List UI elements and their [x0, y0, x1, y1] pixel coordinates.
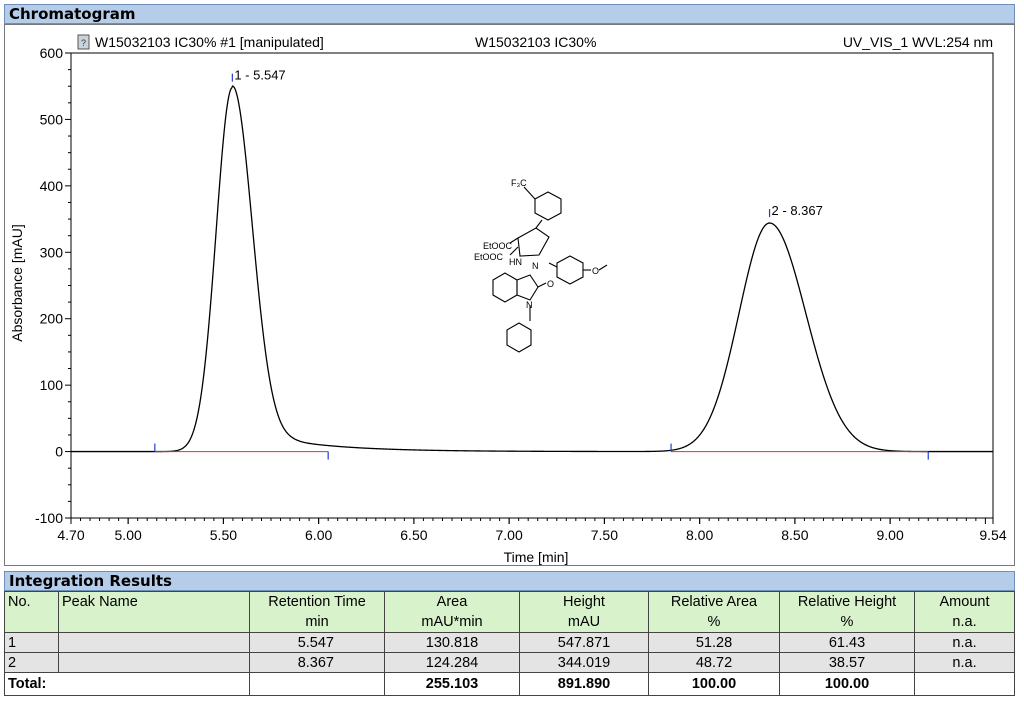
- svg-text:F₃C: F₃C: [511, 178, 527, 188]
- x-tick-label: 9.54: [979, 527, 1006, 543]
- cell-amount: n.a.: [914, 652, 1015, 673]
- y-tick-label: 0: [55, 444, 63, 460]
- x-tick-label: 9.00: [877, 527, 904, 543]
- table-row: 2 8.367 124.284 344.019 48.72 38.57 n.a.: [4, 652, 1015, 673]
- cell-relative-height: 38.57: [779, 652, 915, 673]
- cell-no: 1: [4, 632, 59, 653]
- col-header-retention-time: Retention Time min: [249, 591, 385, 633]
- total-label: Total:: [4, 672, 250, 696]
- svg-text:N: N: [532, 261, 539, 271]
- y-tick-label: 200: [40, 311, 64, 327]
- col-header-relative-height: Relative Height%: [779, 591, 915, 633]
- col-header-no: No.: [4, 591, 59, 633]
- svg-text:EtOOC: EtOOC: [474, 252, 504, 262]
- svg-text:O: O: [592, 266, 599, 276]
- cell-relative-area: 51.28: [648, 632, 780, 653]
- x-tick-label: 8.50: [781, 527, 808, 543]
- cell-retention-time: 8.367: [249, 652, 385, 673]
- total-relative-height: 100.00: [779, 672, 915, 696]
- svg-text:HN: HN: [509, 257, 522, 267]
- col-header-height: Height mAU: [519, 591, 649, 633]
- cell-height: 547.871: [519, 632, 649, 653]
- cell-area: 130.818: [384, 632, 520, 653]
- cell-retention-time: 5.547: [249, 632, 385, 653]
- col-header-amount: Amount n.a.: [914, 591, 1015, 633]
- cell-amount: n.a.: [914, 632, 1015, 653]
- cell-relative-area: 48.72: [648, 652, 780, 673]
- x-tick-label: 8.00: [686, 527, 713, 543]
- peak-label: 2 - 8.367: [772, 203, 823, 218]
- cell-height: 344.019: [519, 652, 649, 673]
- table-row: 1 5.547 130.818 547.871 51.28 61.43 n.a.: [4, 632, 1015, 653]
- cell-area: 124.284: [384, 652, 520, 673]
- col-header-area: Area mAU*min: [384, 591, 520, 633]
- x-tick-label: 6.00: [305, 527, 332, 543]
- detector-label: UV_VIS_1 WVL:254 nm: [843, 34, 993, 50]
- y-tick-label: 300: [40, 244, 64, 260]
- table-header-row: No. Peak Name Retention Time min Area mAU*…: [4, 591, 1015, 633]
- x-tick-label: 7.50: [591, 527, 618, 543]
- y-tick-label: 100: [40, 377, 64, 393]
- total-amount: [914, 672, 1015, 696]
- svg-text:EtOOC: EtOOC: [483, 241, 513, 251]
- center-label: W15032103 IC30%: [475, 34, 596, 50]
- cell-relative-height: 61.43: [779, 632, 915, 653]
- y-tick-label: 500: [40, 111, 64, 127]
- signal-trace: [71, 85, 993, 453]
- total-relative-area: 100.00: [648, 672, 780, 696]
- table-total-row: Total: 255.103 891.890 100.00 100.00: [4, 672, 1015, 696]
- sample-icon: ?: [77, 34, 90, 50]
- y-tick-label: 600: [40, 45, 64, 61]
- peak-label: 1 - 5.547: [234, 68, 285, 83]
- integration-results-table: No. Peak Name Retention Time min Area mAU*…: [4, 591, 1015, 696]
- x-axis-label: Time [min]: [504, 549, 569, 565]
- sample-label: W15032103 IC30% #1 [manipulated]: [95, 34, 324, 50]
- svg-text:?: ?: [81, 38, 86, 48]
- chemical-structure: [492, 186, 608, 353]
- chromatogram-section-header: Chromatogram: [4, 4, 1015, 24]
- chromatogram-chart: -100 0 100 200 300 400 500 600 4.70 5.00 5.50 6.00 6…: [9, 34, 1007, 565]
- total-area: 255.103: [384, 672, 520, 696]
- cell-peak-name: [58, 632, 250, 653]
- y-tick-label: 400: [40, 178, 64, 194]
- structure-labels: F₃C EtOOC EtOOC HN N N O O: [474, 178, 599, 310]
- x-tick-label: 4.70: [57, 527, 84, 543]
- svg-text:N: N: [526, 300, 533, 310]
- chart-panel: -100 0 100 200 300 400 500 600 4.70 5.00 5.50 6.00 6…: [4, 24, 1015, 566]
- col-header-relative-area: Relative Area%: [648, 591, 780, 633]
- plot-frame: [70, 52, 994, 519]
- x-tick-label: 6.50: [400, 527, 427, 543]
- cell-no: 2: [4, 652, 59, 673]
- col-header-peak-name: Peak Name: [58, 591, 250, 633]
- total-retention-time: [249, 672, 385, 696]
- cell-peak-name: [58, 652, 250, 673]
- integration-section-header: Integration Results: [4, 571, 1015, 591]
- x-tick-label: 5.50: [210, 527, 237, 543]
- y-tick-label: -100: [35, 510, 63, 526]
- y-axis-label: Absorbance [mAU]: [9, 224, 25, 342]
- svg-text:O: O: [547, 279, 554, 289]
- x-tick-label: 7.00: [496, 527, 523, 543]
- total-height: 891.890: [519, 672, 649, 696]
- x-tick-label: 5.00: [115, 527, 142, 543]
